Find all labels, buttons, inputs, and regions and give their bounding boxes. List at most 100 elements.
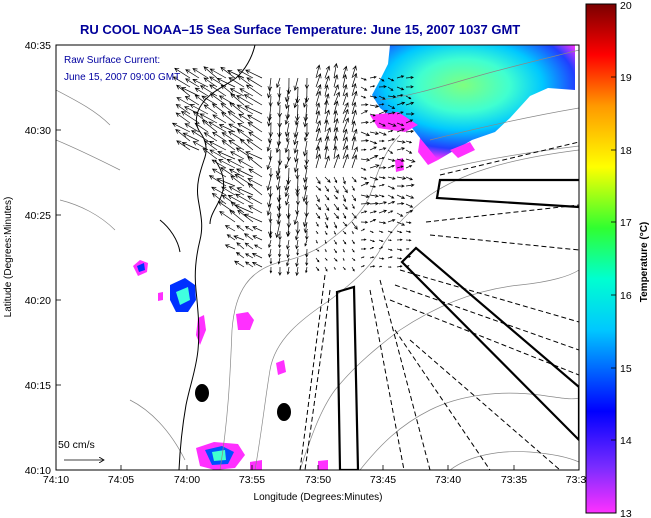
current-vector — [387, 256, 393, 259]
current-vector — [284, 176, 290, 192]
current-vector — [247, 122, 263, 133]
current-vector — [360, 148, 367, 151]
current-vector — [302, 185, 308, 202]
current-vector — [236, 225, 245, 232]
current-vector — [305, 257, 309, 266]
current-vector — [315, 102, 321, 115]
current-vector — [405, 129, 415, 133]
current-vector — [266, 203, 272, 216]
current-vector — [267, 86, 272, 99]
current-vector — [209, 149, 227, 160]
current-vector — [351, 101, 357, 115]
current-vector — [387, 104, 396, 109]
current-vector — [266, 140, 272, 152]
dashed-transects — [299, 141, 579, 470]
current-vector — [182, 132, 200, 142]
current-vector — [252, 226, 263, 232]
current-vector — [360, 139, 370, 143]
current-vector — [227, 194, 245, 205]
current-vector — [315, 230, 319, 234]
current-vector — [342, 102, 349, 115]
current-vector — [378, 183, 385, 187]
y-tick-label: 40:30 — [25, 125, 51, 137]
current-vector — [387, 200, 396, 205]
current-vector — [285, 131, 290, 143]
current-vector — [284, 95, 290, 110]
current-vector — [369, 230, 374, 233]
current-vector — [247, 178, 263, 187]
current-vector — [268, 95, 273, 107]
current-vector — [360, 103, 369, 107]
current-vector — [405, 95, 412, 100]
current-vector — [277, 248, 282, 258]
current-vector — [369, 176, 379, 181]
current-vector — [239, 88, 254, 97]
current-vector — [284, 185, 290, 198]
current-vector — [378, 103, 385, 106]
current-vector — [221, 132, 236, 142]
current-vector — [333, 212, 340, 219]
current-vector — [184, 95, 200, 106]
current-vector — [254, 244, 263, 250]
x-tick-label: 73:40 — [435, 474, 461, 486]
current-vector — [228, 168, 245, 178]
current-vector — [378, 77, 385, 82]
current-vector — [212, 131, 227, 142]
current-vector — [342, 108, 349, 124]
current-vector — [276, 167, 281, 181]
current-vector — [278, 230, 282, 241]
current-vector — [192, 141, 209, 151]
current-vector — [342, 212, 347, 219]
current-vector — [396, 158, 405, 162]
current-vector — [176, 97, 191, 106]
current-vector — [208, 121, 227, 133]
current-vector — [360, 95, 367, 99]
current-vector — [324, 203, 330, 212]
current-vector — [251, 252, 263, 259]
current-vector — [369, 194, 379, 198]
x-tick-label: 73:45 — [370, 474, 396, 486]
current-vector — [351, 176, 357, 183]
current-vector — [277, 257, 281, 265]
colorbar-tick-label: 20 — [620, 0, 632, 12]
current-vector — [360, 86, 368, 91]
current-vector — [378, 122, 386, 127]
current-vector — [315, 145, 321, 160]
current-vector — [324, 135, 330, 151]
colorbar-tick-label: 15 — [620, 363, 632, 375]
current-vector — [252, 235, 263, 241]
current-vector — [266, 158, 272, 171]
current-vector — [405, 221, 412, 224]
current-vector — [360, 256, 365, 259]
current-vector — [237, 123, 254, 133]
current-vector — [342, 65, 348, 79]
current-vector — [378, 166, 387, 170]
current-vector — [237, 159, 254, 169]
figure-title: RU COOL NOAA–15 Sea Surface Temperature:… — [80, 22, 520, 37]
current-vector — [191, 130, 209, 142]
current-vector — [276, 203, 282, 219]
current-vector — [387, 218, 396, 223]
current-vector — [235, 193, 254, 205]
current-vector — [277, 149, 283, 166]
current-vector — [238, 113, 254, 124]
current-vector — [324, 145, 329, 160]
current-vector — [351, 266, 355, 272]
current-vector — [360, 247, 367, 251]
current-vector — [387, 122, 397, 127]
current-vector — [212, 114, 227, 124]
current-vector — [224, 225, 236, 232]
current-vector — [237, 69, 254, 79]
current-vector — [342, 266, 346, 271]
current-vector — [342, 176, 346, 185]
surface-current-vectors — [171, 62, 416, 277]
current-vector — [315, 64, 321, 79]
tick-marks — [55, 44, 580, 471]
current-vector — [237, 209, 254, 223]
current-vector — [378, 239, 384, 242]
current-vector — [342, 239, 347, 245]
current-vector — [303, 104, 309, 122]
current-vector — [396, 257, 403, 260]
current-vector — [294, 113, 299, 126]
